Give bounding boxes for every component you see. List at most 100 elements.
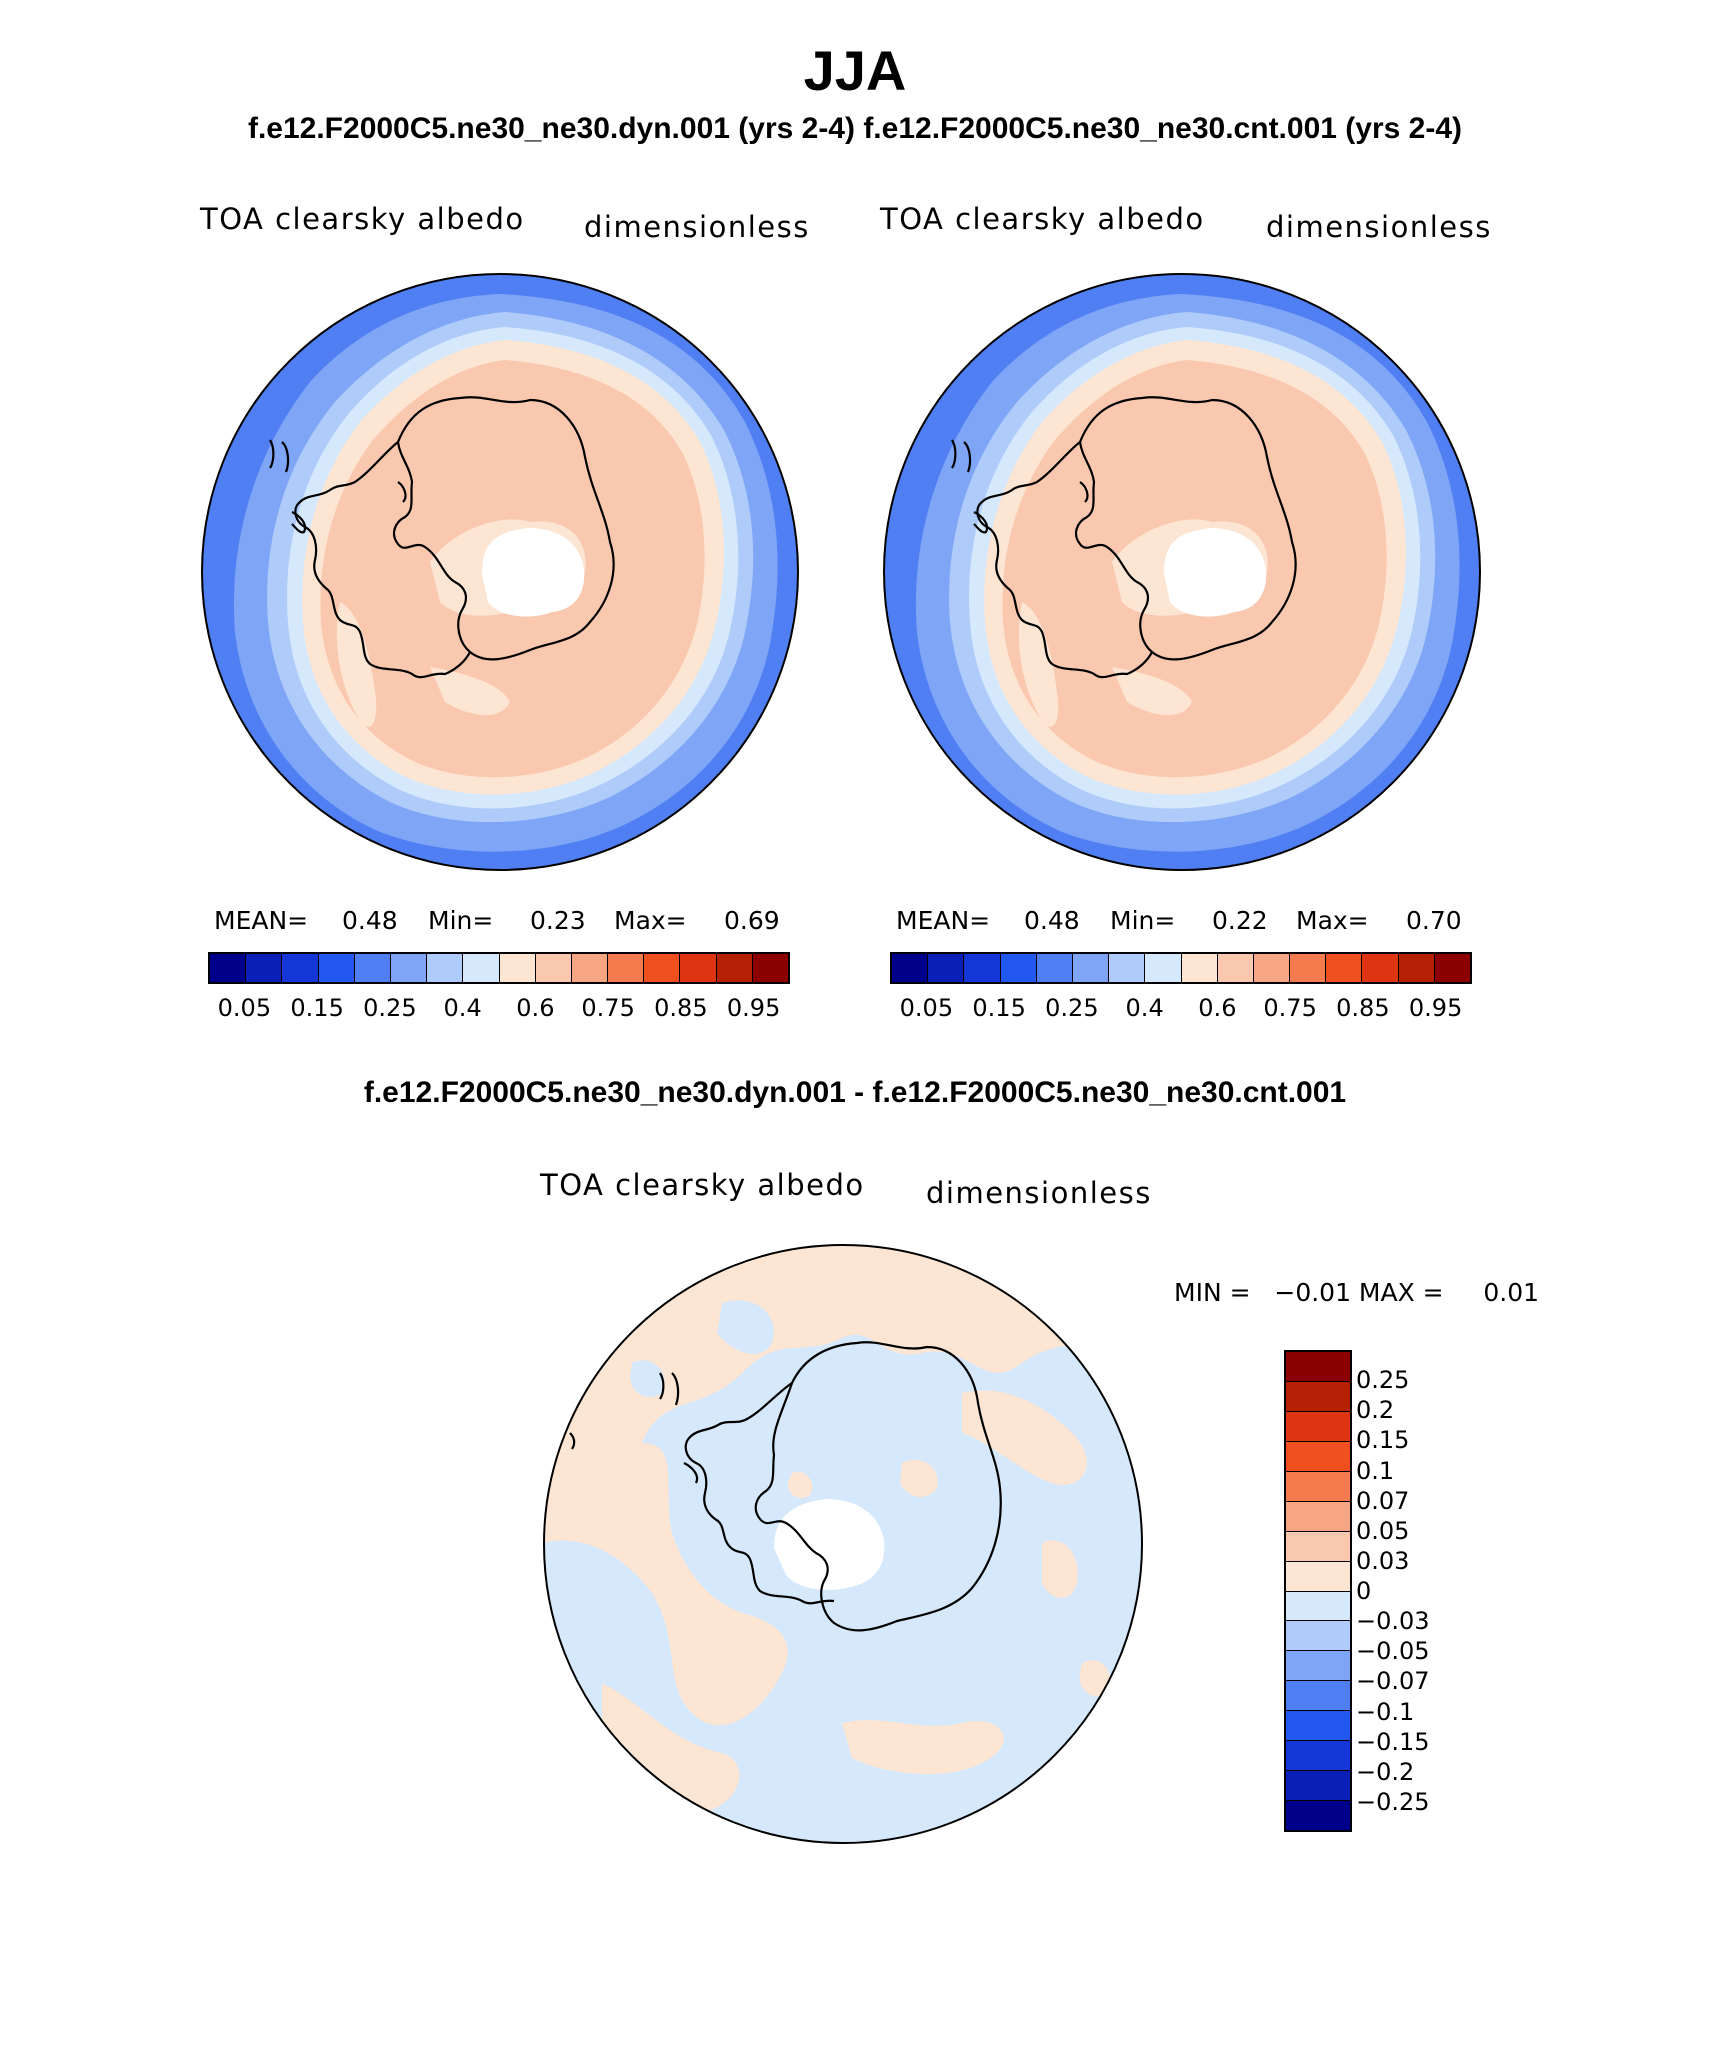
colorbar-swatch: [1286, 1471, 1350, 1502]
panel1-max-value: 0.69: [724, 906, 780, 935]
colorbar-tick-label: 0.75: [581, 994, 635, 1022]
colorbar-tick-label: 0.95: [726, 994, 781, 1022]
colorbar-swatch: [1286, 1561, 1350, 1592]
diff-colorbar-ticks: 0.25 0.2 0.15 0.1 0.07 0.05 0.03 0 −0.03 −0.05 −0.…: [1356, 1350, 1466, 1832]
colorbar-swatch: [1286, 1621, 1350, 1652]
colorbar-swatch: [1326, 954, 1363, 982]
colorbar-tick-label: 0.07: [1356, 1486, 1410, 1515]
colorbar-tick-label: −0.2: [1356, 1757, 1415, 1786]
difference-title: f.e12.F2000C5.ne30_ne30.dyn.001 - f.e12.…: [363, 1076, 1347, 1109]
colorbar-tick-label: −0.03: [1356, 1607, 1430, 1636]
colorbar-swatch: [390, 954, 428, 982]
colorbar-tick-label: 0.25: [1356, 1366, 1410, 1395]
colorbar-swatch: [427, 954, 464, 982]
colorbar-swatch: [1072, 954, 1110, 982]
colorbar-swatch: [1362, 954, 1399, 982]
colorbar-swatch: [463, 954, 500, 982]
colorbar-swatch: [571, 954, 609, 982]
colorbar-tick-label: 0.85: [654, 994, 708, 1022]
colorbar-tick-label: 0.1: [1356, 1456, 1395, 1485]
colorbar-tick-label: −0.07: [1356, 1667, 1430, 1696]
colorbar-swatch: [1036, 954, 1073, 982]
panel2-colorbar-ticks: 0.05 0.15 0.25 0.4 0.6 0.75 0.85 0.95: [890, 994, 1472, 1026]
runs-title: f.e12.F2000C5.ne30_ne30.dyn.001 (yrs 2-4…: [247, 112, 1463, 145]
panel1-mean-value: 0.48: [342, 906, 398, 935]
colorbar-swatch: [1434, 954, 1470, 982]
colorbar-swatch: [1286, 1501, 1350, 1532]
panel1-polar-map: [201, 273, 799, 871]
panel2-min-label: Min=: [1110, 906, 1176, 935]
colorbar-swatch: [1109, 954, 1146, 982]
season-title: JJA: [803, 39, 907, 102]
colorbar-swatch: [892, 954, 929, 982]
panel2-polar-map: [883, 273, 1481, 871]
panel1-max-label: Max=: [614, 906, 687, 935]
diff-units-label: dimensionless: [926, 1176, 1152, 1210]
panel1-units-label: dimensionless: [584, 210, 810, 244]
colorbar-swatch: [964, 954, 1001, 982]
colorbar-tick-label: 0.95: [1408, 994, 1463, 1022]
colorbar-swatch: [644, 954, 681, 982]
colorbar-swatch: [1286, 1381, 1350, 1412]
colorbar-swatch: [1217, 954, 1254, 982]
colorbar-tick-label: 0.4: [443, 994, 482, 1022]
diff-variable-label: TOA clearsky albedo: [540, 1168, 865, 1202]
colorbar-swatch: [1286, 1591, 1350, 1622]
panel1-min-label: Min=: [428, 906, 494, 935]
panel2-variable-label: TOA clearsky albedo: [880, 202, 1205, 236]
diff-colorbar: [1284, 1350, 1352, 1832]
colorbar-swatch: [282, 954, 319, 982]
colorbar-swatch: [1286, 1441, 1350, 1472]
colorbar-tick-label: 0.15: [290, 994, 344, 1022]
colorbar-tick-label: 0.6: [1198, 994, 1237, 1022]
colorbar-swatch: [1286, 1411, 1350, 1442]
colorbar-tick-label: 0.05: [899, 994, 954, 1022]
colorbar-swatch: [752, 954, 788, 982]
colorbar-tick-label: 0.6: [516, 994, 555, 1022]
colorbar-swatch: [928, 954, 965, 982]
colorbar-tick-label: 0.05: [217, 994, 272, 1022]
colorbar-swatch: [1398, 954, 1435, 982]
panel2-mean-label: MEAN=: [896, 906, 991, 935]
colorbar-swatch: [535, 954, 572, 982]
panel2-units-label: dimensionless: [1266, 210, 1492, 244]
colorbar-swatch: [1145, 954, 1182, 982]
colorbar-swatch: [716, 954, 753, 982]
colorbar-swatch: [1253, 954, 1291, 982]
colorbar-tick-label: −0.05: [1356, 1637, 1430, 1666]
panel1-mean-label: MEAN=: [214, 906, 309, 935]
colorbar-tick-label: 0.15: [1356, 1426, 1410, 1455]
colorbar-tick-label: 0.2: [1356, 1396, 1395, 1425]
panel2-mean-value: 0.48: [1024, 906, 1080, 935]
panel1-variable-label: TOA clearsky albedo: [200, 202, 525, 236]
colorbar-swatch: [499, 954, 536, 982]
colorbar-tick-label: 0.25: [1045, 994, 1099, 1022]
panel2-max-value: 0.70: [1406, 906, 1462, 935]
colorbar-swatch: [1286, 1801, 1350, 1830]
colorbar-swatch: [680, 954, 717, 982]
colorbar-swatch: [1286, 1711, 1350, 1742]
colorbar-tick-label: 0.25: [363, 994, 417, 1022]
colorbar-tick-label: −0.1: [1356, 1697, 1415, 1726]
panel1-colorbar: [208, 952, 790, 984]
colorbar-tick-label: −0.25: [1356, 1787, 1430, 1816]
panel2-colorbar: [890, 952, 1472, 984]
colorbar-tick-label: −0.15: [1356, 1727, 1430, 1756]
colorbar-swatch: [354, 954, 391, 982]
colorbar-swatch: [1286, 1771, 1350, 1802]
colorbar-tick-label: 0.4: [1125, 994, 1164, 1022]
colorbar-tick-label: 0.05: [1356, 1516, 1410, 1545]
panel1-min-value: 0.23: [530, 906, 586, 935]
colorbar-tick-label: 0.75: [1263, 994, 1317, 1022]
colorbar-swatch: [210, 954, 247, 982]
colorbar-swatch: [1286, 1651, 1350, 1682]
panel2-max-label: Max=: [1296, 906, 1369, 935]
colorbar-swatch: [1286, 1741, 1350, 1772]
colorbar-tick-label: 0.03: [1356, 1546, 1410, 1575]
colorbar-swatch: [1286, 1681, 1350, 1712]
colorbar-tick-label: 0: [1356, 1577, 1372, 1605]
colorbar-swatch: [318, 954, 355, 982]
colorbar-swatch: [608, 954, 645, 982]
colorbar-swatch: [1000, 954, 1037, 982]
panel1-colorbar-ticks: 0.05 0.15 0.25 0.4 0.6 0.75 0.85 0.95: [208, 994, 790, 1026]
